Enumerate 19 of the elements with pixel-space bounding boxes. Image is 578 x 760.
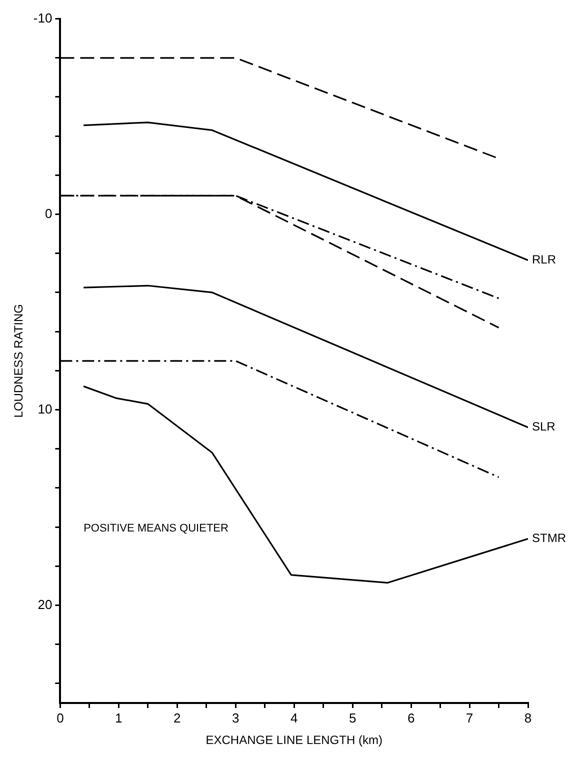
x-tick-label: 2 (174, 710, 181, 726)
x-tick-label: 8 (524, 710, 532, 726)
y-axis-title: LOUDNESS RATING (12, 304, 26, 418)
y-tick-label: 10 (38, 401, 52, 416)
annotation: POSITIVE MEANS QUIETER (84, 522, 228, 535)
y-tick-label: -10 (33, 10, 52, 26)
x-tick-label: 7 (466, 710, 474, 726)
series-label: RLR (532, 252, 556, 267)
x-tick-label: 5 (348, 710, 356, 726)
x-tick-label: 6 (407, 710, 415, 726)
x-axis-title: EXCHANGE LINE LENGTH (km) (206, 733, 382, 748)
y-tick-label: 20 (38, 596, 52, 612)
y-tick-label: 0 (44, 206, 52, 221)
x-tick-label: 1 (115, 710, 122, 726)
series-label: STMR (532, 531, 566, 546)
x-tick-label: 3 (232, 710, 240, 726)
series-label: SLR (532, 420, 556, 434)
x-tick-label: 0 (56, 710, 64, 726)
x-tick-label: 4 (290, 710, 298, 726)
